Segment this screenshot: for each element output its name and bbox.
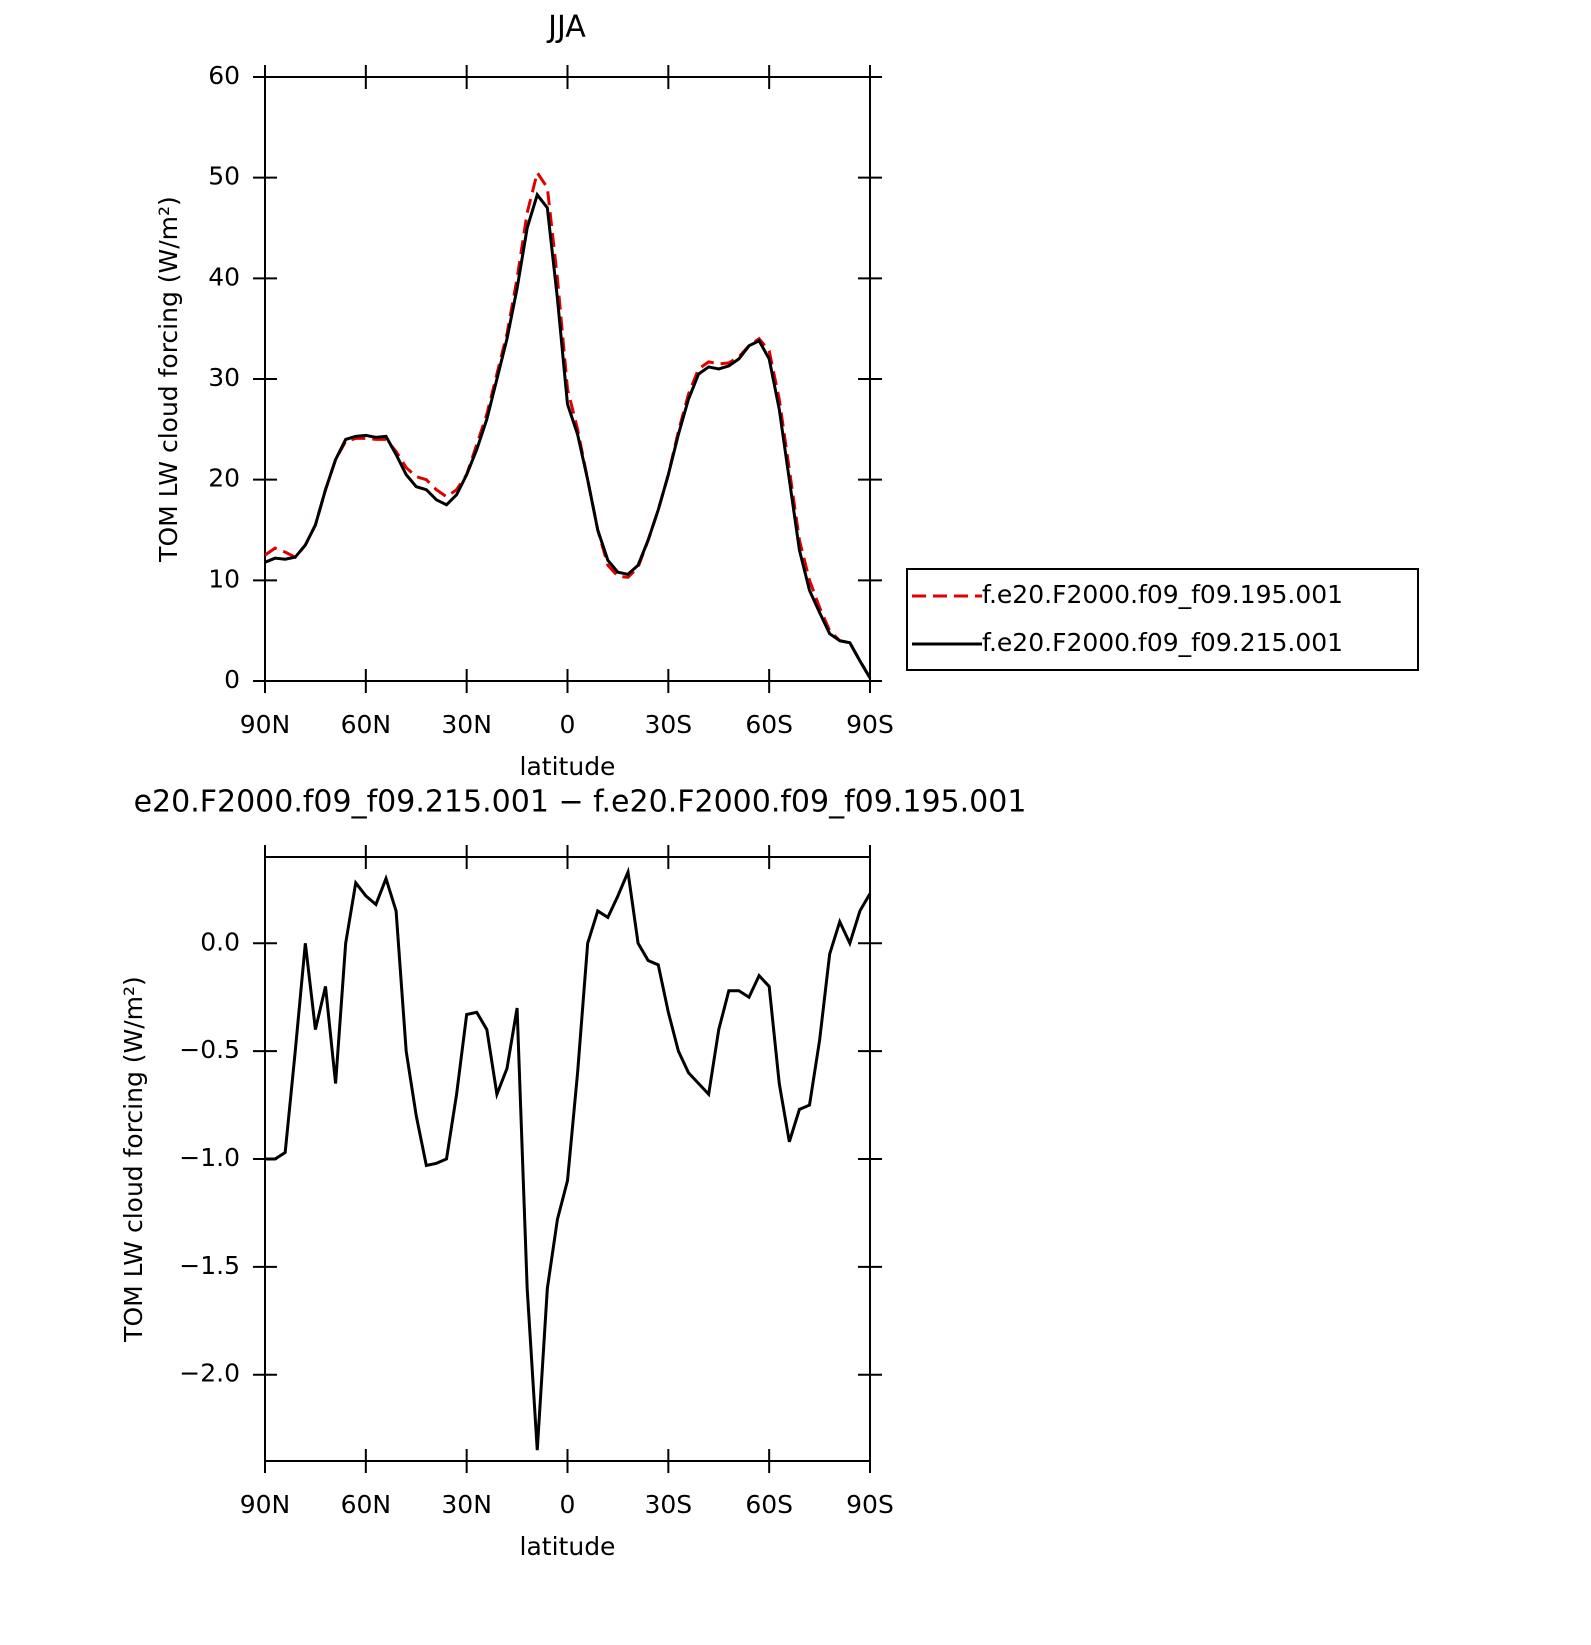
y-tick-label: 0 [224,665,240,694]
x-tick-label: 30S [644,1490,692,1519]
y-axis-label: TOM LW cloud forcing (W/m²) [154,196,183,563]
x-tick-label: 0 [560,1490,576,1519]
y-tick-label: 30 [208,363,240,392]
y-tick-label: 50 [208,162,240,191]
y-tick-label: −1.5 [179,1251,240,1280]
x-tick-label: 60N [341,710,392,739]
data-line [264,191,872,679]
x-tick-label: 90S [846,1490,894,1519]
x-tick-label: 60S [745,1490,793,1519]
y-tick-label: −1.0 [179,1143,240,1172]
y-tick-label: 10 [208,564,240,593]
y-tick-label: −2.0 [179,1359,240,1388]
x-tick-label: 90N [240,710,291,739]
x-axis-label: latitude [520,1532,616,1561]
y-tick-label: 60 [208,61,240,90]
legend-label: f.e20.F2000.f09_f09.215.001 [982,628,1343,657]
x-tick-label: 30N [441,1490,492,1519]
plot-frame [264,76,871,682]
x-axis-label: latitude [520,752,616,781]
data-line [265,866,872,1451]
y-tick-label: 40 [208,262,240,291]
y-tick-label: −0.5 [179,1035,240,1064]
legend-box [906,568,1419,671]
x-tick-label: 30S [644,710,692,739]
plot-frame [264,856,871,1462]
y-axis-label: TOM LW cloud forcing (W/m²) [119,976,148,1343]
legend-label: f.e20.F2000.f09_f09.195.001 [982,580,1343,609]
y-tick-label: 20 [208,464,240,493]
data-line [264,168,872,679]
chart-title: e20.F2000.f09_f09.215.001 − f.e20.F2000.… [134,785,1027,820]
x-tick-label: 90N [240,1490,291,1519]
chart-title: JJA [546,10,586,45]
y-tick-label: 0.0 [200,927,240,956]
x-tick-label: 60N [341,1490,392,1519]
x-tick-label: 30N [441,710,492,739]
x-tick-label: 0 [560,710,576,739]
x-tick-label: 90S [846,710,894,739]
x-tick-label: 60S [745,710,793,739]
